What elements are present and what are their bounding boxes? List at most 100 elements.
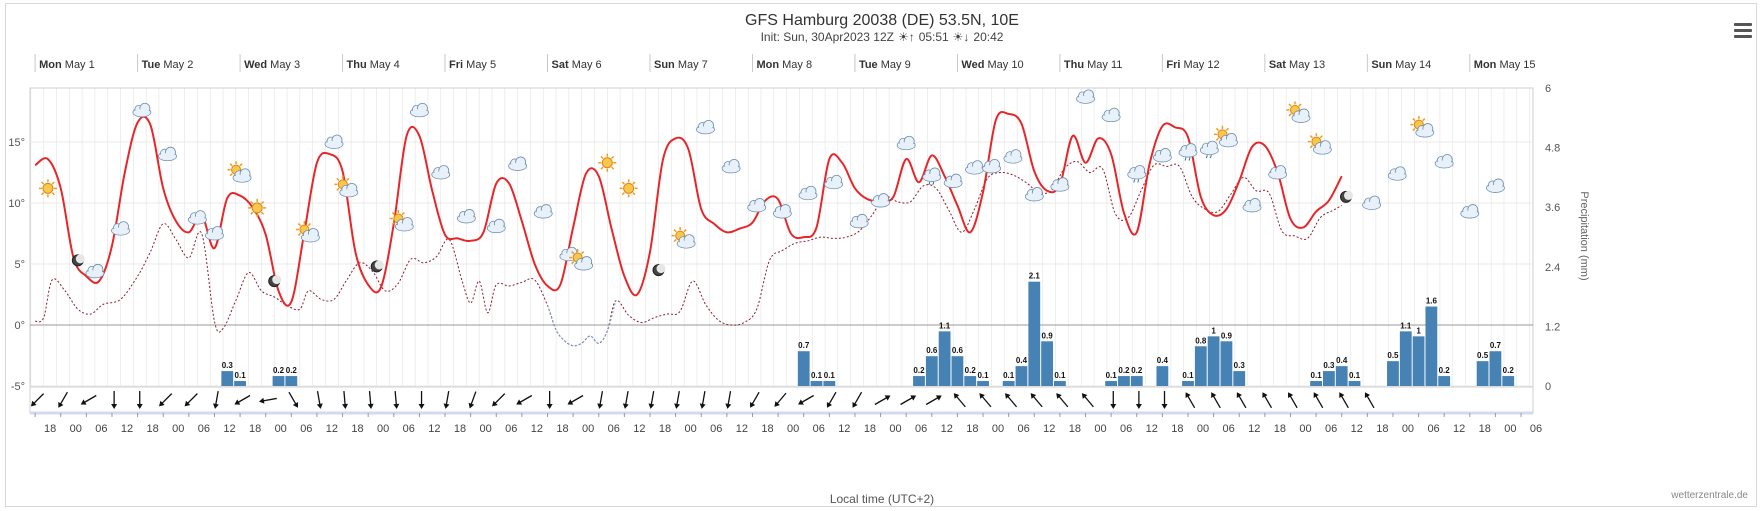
cloud-icon — [431, 165, 451, 180]
cloud-fill — [1179, 149, 1197, 157]
wind-arrow — [1161, 391, 1168, 409]
sun-ray — [260, 200, 265, 205]
sun-ray — [1422, 118, 1426, 122]
wind-arrow-head — [1313, 392, 1319, 399]
sun-ray — [632, 192, 636, 196]
hour-tick-label: 12 — [223, 423, 235, 435]
wind-arrow — [622, 391, 629, 409]
wind-arrow-head — [567, 399, 574, 405]
wind-arrow-head — [546, 404, 553, 409]
precip-bar-label: 0.2 — [965, 366, 977, 375]
precip-bar — [1310, 381, 1322, 386]
wind-arrow — [468, 391, 477, 409]
hour-tick-label: 06 — [1222, 423, 1234, 435]
sun-ray — [1215, 137, 1220, 141]
hour-tick-label: 12 — [531, 423, 543, 435]
cloud-icon — [824, 174, 843, 190]
precip-bar-label: 1 — [1416, 326, 1421, 335]
day-label-date: May 6 — [572, 59, 602, 71]
sun-ray — [297, 222, 302, 227]
wind-arrow-head — [1211, 392, 1217, 399]
cloud-fill — [509, 162, 526, 171]
hour-tick-label: 12 — [1248, 423, 1260, 435]
precip-bar — [1028, 281, 1041, 386]
cloud-fill — [697, 126, 714, 134]
cloud-fill — [825, 181, 842, 189]
hour-tick-label: 00 — [889, 423, 901, 435]
precip-bar-label: 0.4 — [1016, 356, 1028, 365]
cloud-icon — [1101, 107, 1121, 123]
cloud-fill — [112, 227, 129, 235]
day-label-date: May 5 — [466, 59, 496, 71]
wind-arrow — [979, 393, 992, 408]
sun-ray — [1288, 103, 1292, 107]
precip-tick-label: 1.2 — [1545, 321, 1560, 333]
cloud-fill — [86, 270, 104, 278]
precip-bar-label: 0.3 — [222, 361, 234, 370]
precip-bar — [977, 381, 989, 386]
hour-tick-label: 00 — [582, 423, 594, 435]
precip-bar — [1489, 351, 1502, 386]
wind-arrow-head — [1135, 404, 1142, 409]
cloud-icon — [772, 204, 792, 219]
sun-ray — [346, 177, 350, 182]
hour-tick-label: 12 — [1351, 423, 1363, 435]
precip-bar-label: 0.5 — [1477, 351, 1489, 360]
wind-arrow — [1364, 392, 1375, 409]
precip-bar — [1412, 336, 1425, 386]
precip-bar — [951, 356, 964, 386]
wind-arrow-head — [58, 401, 64, 408]
precip-bar — [823, 381, 836, 386]
temp-tick-label: -5° — [11, 381, 25, 393]
sun-icon — [38, 179, 57, 198]
cloud-rain-icon — [922, 167, 942, 186]
sun-ray — [1412, 127, 1416, 132]
sun-ray — [239, 163, 243, 167]
hour-tick-label: 06 — [300, 423, 312, 435]
hour-tick-label: 12 — [633, 423, 645, 435]
precip-bar — [272, 376, 285, 386]
sun-ray — [51, 181, 55, 185]
moon-shadow — [75, 254, 85, 264]
day-label: Mon May 1 — [39, 59, 95, 71]
hour-tick-label: 00 — [1504, 423, 1516, 435]
precip-bar — [1182, 381, 1194, 386]
wind-arrow — [725, 391, 732, 409]
wind-arrow-head — [292, 401, 299, 408]
wind-arrow-head — [699, 403, 706, 409]
cloud-icon — [456, 209, 476, 224]
hour-tick-label: 12 — [1043, 423, 1055, 435]
cloud-fill — [722, 165, 740, 173]
precip-bar — [1348, 381, 1361, 386]
sun-ray — [673, 229, 677, 233]
cloud-fill — [923, 173, 941, 182]
wind-arrow — [900, 395, 917, 406]
day-label-date: May 2 — [163, 59, 193, 71]
precip-bar-label: 2.1 — [1029, 272, 1041, 281]
precip-bar — [1438, 376, 1451, 386]
wind-arrow-head — [597, 403, 604, 409]
wind-arrow — [418, 391, 425, 409]
precip-bar-label: 0.1 — [1106, 371, 1118, 380]
precip-bar — [964, 376, 977, 386]
rain-drop — [932, 181, 935, 186]
wind-arrow — [158, 393, 173, 407]
cloud-icon — [1003, 149, 1023, 164]
sun-ray — [632, 181, 636, 185]
precip-bar — [1002, 381, 1015, 386]
wind-arrow — [953, 393, 966, 408]
precip-bar-label: 0.4 — [1336, 356, 1348, 365]
wind-arrow-head — [258, 397, 265, 404]
day-label: Tue May 9 — [859, 59, 911, 71]
hamburger-menu-icon[interactable] — [1734, 20, 1752, 41]
wind-arrow-head — [212, 403, 219, 409]
cloud-icon — [1434, 154, 1454, 169]
wind-arrow-head — [234, 399, 241, 405]
wind-arrow-head — [184, 400, 191, 407]
cloud-icon — [982, 158, 1001, 174]
wind-arrow-head — [910, 395, 917, 401]
wind-band — [29, 386, 1534, 414]
hour-tick-label: 00 — [480, 423, 492, 435]
hour-tick-label: 00 — [172, 423, 184, 435]
cloud-icon — [324, 134, 344, 149]
